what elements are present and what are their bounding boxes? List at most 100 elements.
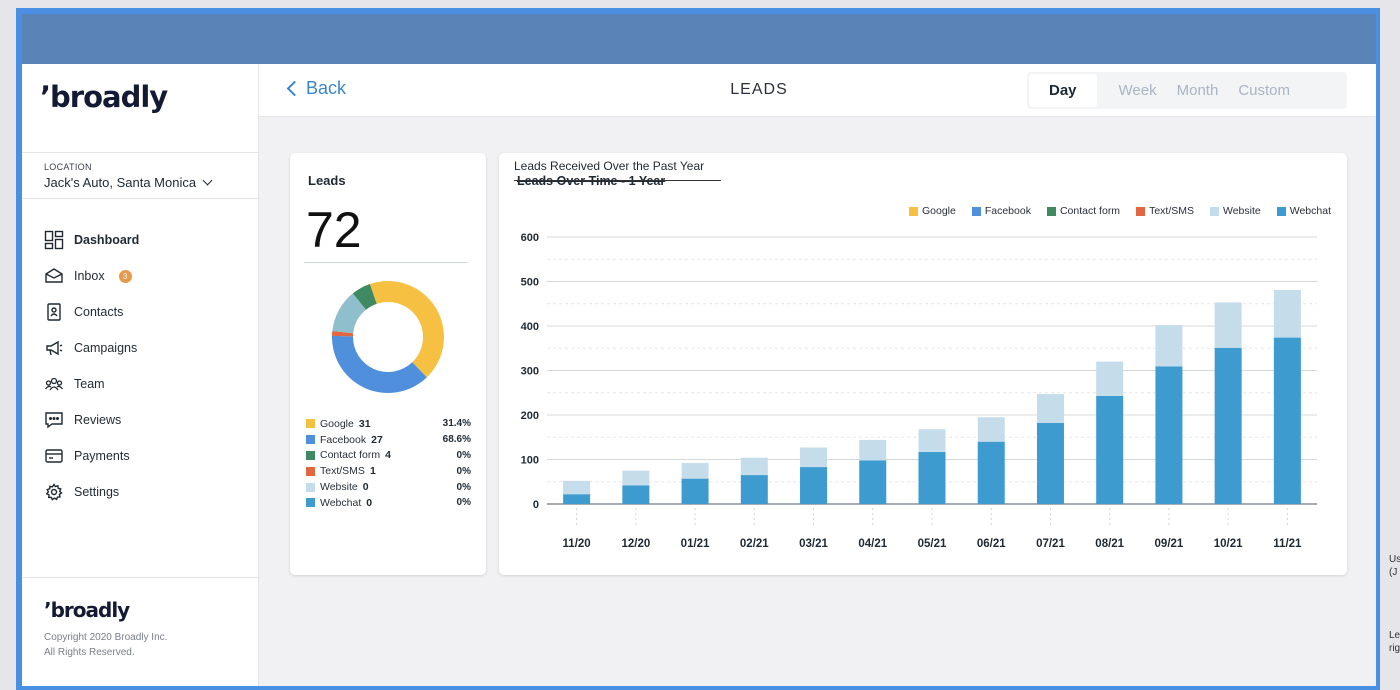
x-tick-label: 09/21 <box>1155 538 1184 550</box>
range-month[interactable]: Month <box>1176 82 1219 99</box>
sidebar-item-dashboard[interactable]: Dashboard <box>44 222 139 258</box>
sidebar-item-team[interactable]: Team <box>44 366 139 402</box>
x-tick-label: 06/21 <box>977 538 1006 550</box>
inbox-icon <box>44 266 64 286</box>
y-tick-label: 300 <box>521 366 539 378</box>
legend-label: Webchat <box>1289 205 1331 217</box>
sidebar-item-reviews[interactable]: Reviews <box>44 402 139 438</box>
sidebar-item-label: Reviews <box>74 413 122 427</box>
side-note-line: rig <box>1389 643 1400 654</box>
webchat-swatch <box>306 498 315 508</box>
website-swatch <box>306 482 315 492</box>
legend-swatch <box>1136 206 1146 216</box>
chart-legend: Google Facebook Contact form Text/SMS We… <box>908 205 1331 217</box>
leads-over-time-card: Leads Received Over the Past Year Leads … <box>499 153 1347 575</box>
source-percent: 0% <box>456 481 471 493</box>
divider <box>22 577 259 578</box>
sidebar-item-settings[interactable]: Settings <box>44 474 139 510</box>
date-range-selector: Day Week Month Custom <box>1027 72 1347 109</box>
y-tick-label: 100 <box>521 455 539 467</box>
donut-slice <box>332 335 427 393</box>
leads-donut-chart <box>332 281 445 393</box>
y-tick-label: 400 <box>521 321 539 333</box>
bar-website <box>1155 325 1183 367</box>
bar-website <box>977 417 1005 442</box>
bar-website <box>1036 394 1064 424</box>
sidebar-item-inbox[interactable]: Inbox 3 <box>44 258 139 294</box>
divider <box>22 152 259 153</box>
broadly-footer-logo: ’broadly <box>44 598 130 622</box>
sidebar-item-campaigns[interactable]: Campaigns <box>44 330 139 366</box>
bar-website <box>622 470 650 486</box>
legend-swatch <box>1046 206 1056 216</box>
sidebar: ’broadly LOCATION Jack's Auto, Santa Mon… <box>22 64 259 686</box>
bar-webchat <box>681 478 709 504</box>
sidebar-item-contacts[interactable]: Contacts <box>44 294 139 330</box>
back-label: Back <box>306 78 347 98</box>
bar-website <box>1273 289 1301 338</box>
y-tick-label: 500 <box>521 277 539 289</box>
x-tick-label: 01/21 <box>681 538 710 550</box>
divider <box>304 262 468 263</box>
broadly-logo[interactable]: ’broadly <box>40 80 168 114</box>
bar-webchat <box>740 475 768 504</box>
side-note: Le rig <box>1389 629 1400 655</box>
bar-webchat <box>1036 423 1064 504</box>
legend-item: Webchat <box>1276 205 1331 217</box>
source-name: Contact form <box>320 449 381 462</box>
location-selector[interactable]: Jack's Auto, Santa Monica <box>44 175 213 190</box>
bar-website <box>563 480 591 495</box>
donut-slice <box>332 331 354 337</box>
sidebar-item-payments[interactable]: Payments <box>44 438 139 474</box>
source-percent: 0% <box>456 449 471 461</box>
x-tick-label: 11/21 <box>1273 538 1302 550</box>
x-tick-label: 04/21 <box>858 538 887 550</box>
source-count: 31 <box>358 417 371 430</box>
donut-slice <box>369 281 445 378</box>
back-button[interactable]: Back <box>286 78 347 99</box>
chart-title: Leads Over Time - 1 Year <box>517 174 666 188</box>
list-item: Facebook 27 68.6% <box>306 432 471 448</box>
google-swatch <box>306 419 315 429</box>
side-note-line: (J <box>1389 567 1398 578</box>
reviews-icon <box>44 410 64 430</box>
bar-website <box>681 463 709 479</box>
gear-icon <box>44 482 64 502</box>
megaphone-icon <box>44 338 64 358</box>
bar-website <box>918 429 946 452</box>
legend-swatch <box>908 206 918 216</box>
bar-webchat <box>1155 366 1183 504</box>
side-note-line: Us <box>1389 554 1400 565</box>
range-custom[interactable]: Custom <box>1238 82 1290 99</box>
copyright-line: Copyright 2020 Broadly Inc. <box>44 632 168 643</box>
list-item: Text/SMS 1 0% <box>306 463 471 479</box>
source-count: 27 <box>371 433 383 446</box>
source-percent: 31.4% <box>442 418 471 430</box>
list-item: Webchat 0 0% <box>306 495 471 511</box>
legend-item: Contact form <box>1046 205 1120 217</box>
bar-webchat <box>977 441 1005 504</box>
legend-label: Google <box>921 205 956 217</box>
source-percent: 68.6% <box>442 434 471 446</box>
range-week[interactable]: Week <box>1118 82 1157 99</box>
inbox-badge: 3 <box>118 269 132 283</box>
source-count: 0 <box>366 496 373 509</box>
sidebar-nav: Dashboard Inbox 3 Contacts Campaigns <box>44 222 139 510</box>
bar-webchat <box>800 467 828 504</box>
bar-website <box>800 447 828 468</box>
side-note: Us (J <box>1389 553 1400 579</box>
source-name: Website <box>320 481 358 494</box>
leads-source-list: Google 31 31.4% Facebook 27 68.6% Contac… <box>306 416 471 511</box>
sidebar-item-label: Contacts <box>74 305 124 319</box>
x-tick-label: 02/21 <box>740 538 769 550</box>
sidebar-item-label: Payments <box>74 449 130 463</box>
list-item: Contact form 4 0% <box>306 448 471 464</box>
legend-item: Google <box>908 205 956 217</box>
contact-form-swatch <box>306 450 315 460</box>
range-day[interactable]: Day <box>1029 74 1097 107</box>
leads-bar-chart: 0 100 200 300 400 500 600 11/20 12/20 01/21 02/21 0… <box>521 232 1317 550</box>
legend-label: Text/SMS <box>1149 205 1194 217</box>
x-tick-label: 05/21 <box>918 538 947 550</box>
donut-slice <box>352 284 377 310</box>
chart-subtitle: Leads Received Over the Past Year <box>514 159 705 173</box>
